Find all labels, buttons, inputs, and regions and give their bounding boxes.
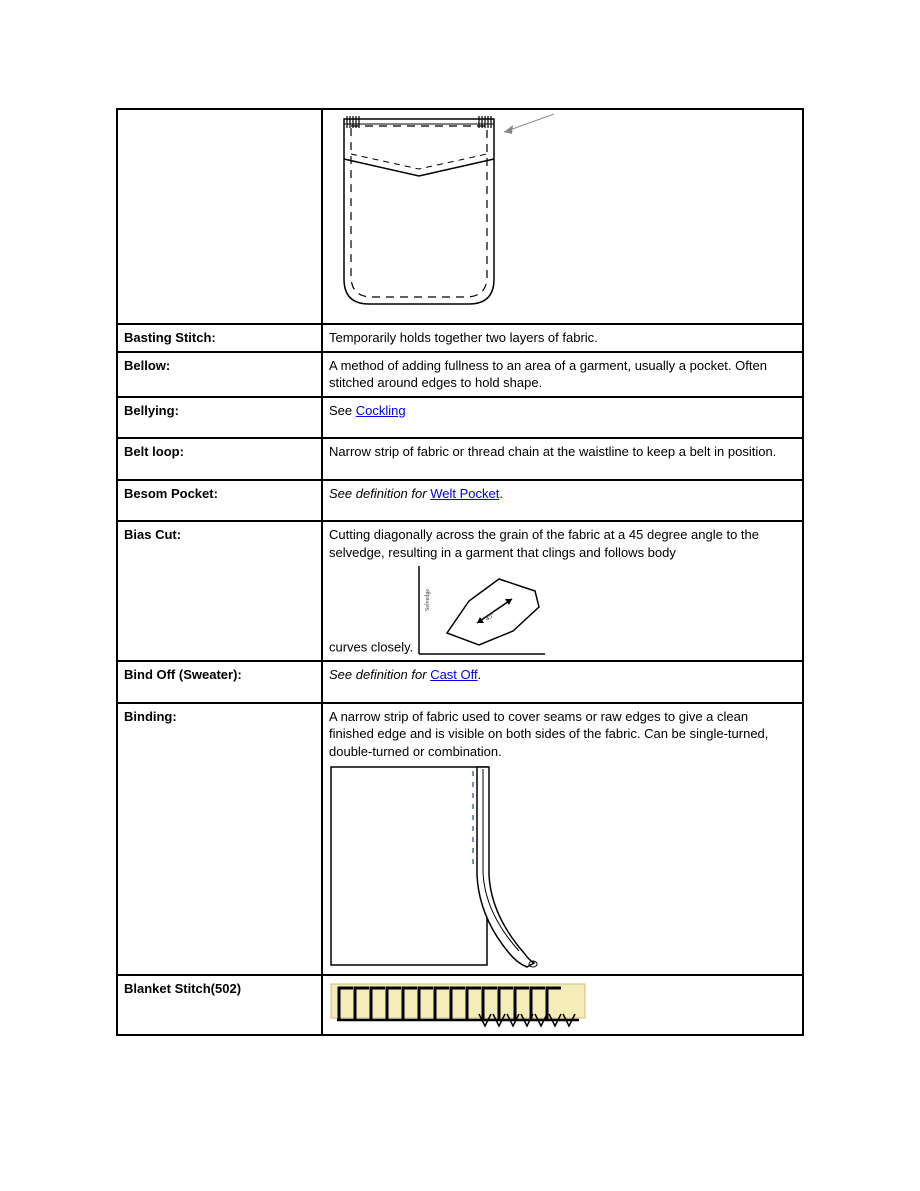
table-row: Blanket Stitch(502) (117, 975, 803, 1035)
definition-prefix: See definition for (329, 486, 430, 501)
definition-text: Cutting diagonally across the grain of t… (329, 527, 759, 560)
table-row: Binding:A narrow strip of fabric used to… (117, 703, 803, 975)
definition-text: Temporarily holds together two layers of… (329, 330, 598, 345)
term-cell: Binding: (117, 703, 322, 975)
table-row: Bias Cut:Cutting diagonally across the g… (117, 521, 803, 661)
definition-text: Narrow strip of fabric or thread chain a… (329, 444, 776, 459)
term-cell: Bellying: (117, 397, 322, 439)
binding-diagram (329, 765, 796, 970)
definition-text: A method of adding fullness to an area o… (329, 358, 767, 391)
term-cell: Blanket Stitch(502) (117, 975, 322, 1035)
definition-cell: See definition for Cast Off. (322, 661, 803, 703)
definition-cell: Narrow strip of fabric or thread chain a… (322, 438, 803, 480)
definition-suffix: . (478, 667, 482, 682)
definition-link[interactable]: Cast Off (430, 667, 477, 682)
definition-prefix: See definition for (329, 667, 430, 682)
table-row: Bellying:See Cockling (117, 397, 803, 439)
definition-text: A narrow strip of fabric used to cover s… (329, 709, 768, 759)
term-cell: Bind Off (Sweater): (117, 661, 322, 703)
svg-text:Selvedge: Selvedge (425, 589, 431, 611)
bias-diagram: Selvedge 45° (417, 640, 547, 655)
term-cell: Besom Pocket: (117, 480, 322, 522)
definition-link[interactable]: Cockling (356, 403, 406, 418)
page-container: Basting Stitch: Temporarily holds togethe… (0, 0, 920, 1191)
term-cell (117, 109, 322, 324)
table-row: Besom Pocket:See definition for Welt Poc… (117, 480, 803, 522)
definition-cell: Temporarily holds together two layers of… (322, 324, 803, 352)
term-cell: Bias Cut: (117, 521, 322, 661)
glossary-table: Basting Stitch: Temporarily holds togethe… (116, 108, 804, 1036)
term-cell: Bellow: (117, 352, 322, 397)
definition-cell: Cutting diagonally across the grain of t… (322, 521, 803, 661)
term-cell: Belt loop: (117, 438, 322, 480)
definition-cell (322, 109, 803, 324)
blanket-stitch-diagram (329, 980, 796, 1030)
definition-text-after: curves closely. (329, 640, 417, 655)
table-row (117, 109, 803, 324)
pocket-diagram (329, 114, 796, 319)
definition-prefix: See (329, 403, 356, 418)
table-row: Bind Off (Sweater):See definition for Ca… (117, 661, 803, 703)
term-cell: Basting Stitch: (117, 324, 322, 352)
definition-cell: See definition for Welt Pocket. (322, 480, 803, 522)
table-row: Belt loop: Narrow strip of fabric or thre… (117, 438, 803, 480)
definition-link[interactable]: Welt Pocket (430, 486, 499, 501)
definition-cell: See Cockling (322, 397, 803, 439)
svg-text:45°: 45° (483, 611, 496, 623)
definition-cell: A narrow strip of fabric used to cover s… (322, 703, 803, 975)
table-row: Bellow:A method of adding fullness to an… (117, 352, 803, 397)
definition-cell (322, 975, 803, 1035)
definition-cell: A method of adding fullness to an area o… (322, 352, 803, 397)
definition-suffix: . (499, 486, 503, 501)
table-row: Basting Stitch: Temporarily holds togethe… (117, 324, 803, 352)
